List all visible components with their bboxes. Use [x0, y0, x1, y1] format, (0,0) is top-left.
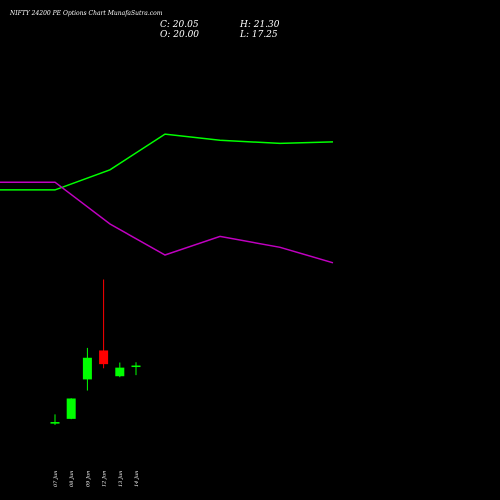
candle-body: [82, 357, 92, 380]
candle: [131, 362, 141, 376]
green-indicator-line: [0, 133, 334, 191]
candle: [66, 398, 76, 420]
candle: [82, 347, 92, 391]
x-tick-label: 09 Jun: [85, 471, 91, 487]
x-tick-label: 07 Jun: [53, 471, 59, 487]
candle-body: [99, 350, 109, 365]
candle: [115, 362, 125, 378]
x-axis-ticks: 07 Jun 08 Jun 09 Jun 12 Jun 13 Jun 14 Jun: [53, 471, 140, 487]
x-tick-label: 14 Jun: [134, 471, 140, 487]
candle-body: [50, 422, 60, 424]
x-tick-label: 13 Jun: [118, 471, 124, 487]
x-tick-label: 12 Jun: [102, 471, 108, 487]
magenta-indicator-line: [0, 181, 334, 264]
low-label: L: 17.25: [239, 30, 278, 40]
candle-body: [115, 367, 125, 377]
x-tick-label: 08 Jun: [69, 471, 75, 487]
candles: [50, 279, 141, 425]
high-label: H: 21.30: [239, 20, 280, 30]
indicator-lines: [0, 133, 334, 264]
chart-title: NIFTY 24200 PE Options Chart MunafaSutra…: [9, 10, 163, 17]
candle: [50, 414, 60, 425]
open-label: O: 20.00: [160, 30, 199, 40]
candle-body: [131, 365, 141, 368]
candle: [99, 279, 109, 369]
close-label: C: 20.05: [160, 20, 199, 30]
candle-body: [66, 398, 76, 419]
